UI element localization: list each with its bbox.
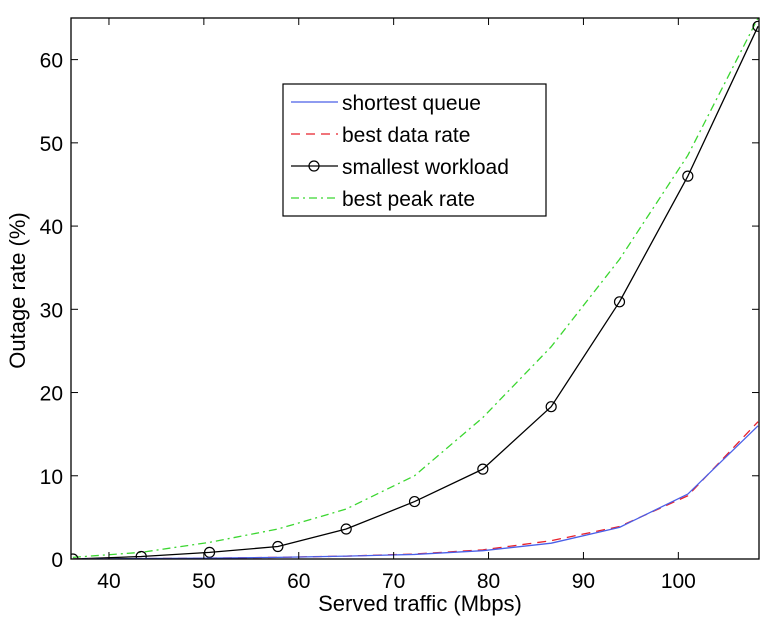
data-point — [408, 495, 421, 508]
data-point — [272, 540, 284, 553]
y-tick-label: 50 — [40, 133, 63, 156]
series-line — [72, 425, 759, 559]
legend-label: smallest workload — [342, 156, 509, 179]
legend: shortest queue best data rate smallest wor… — [282, 83, 547, 217]
series-line — [72, 26, 759, 559]
plot-frame — [70, 17, 760, 560]
data-point — [203, 546, 216, 558]
data-point — [71, 553, 79, 559]
data-point — [752, 20, 759, 32]
y-tick-label: 30 — [40, 299, 63, 322]
data-point — [477, 463, 489, 475]
data-point — [682, 170, 694, 182]
legend-label: best peak rate — [342, 188, 475, 211]
series-shortest-queue — [72, 425, 759, 559]
x-tick-label: 90 — [572, 570, 595, 593]
legend-item: smallest workload — [291, 156, 509, 179]
x-axis-title: Served traffic (Mbps) — [318, 591, 522, 616]
legend-item: best peak rate — [291, 188, 475, 211]
series-smallest-workload — [71, 20, 759, 559]
series-line — [72, 18, 759, 558]
y-tick-label: 40 — [40, 216, 63, 239]
x-tick-label: 50 — [192, 570, 215, 593]
series-line — [72, 421, 759, 559]
y-tick-label: 10 — [40, 466, 63, 489]
y-tick-label: 0 — [51, 549, 63, 572]
x-tick-label: 100 — [661, 570, 696, 593]
x-tick-label: 70 — [382, 570, 405, 593]
y-axis-title: Outage rate (%) — [5, 212, 30, 369]
x-tick-label: 40 — [97, 570, 120, 593]
y-tick-label: 20 — [40, 383, 63, 406]
series-best-data-rate — [72, 421, 759, 559]
series-layer — [71, 18, 759, 559]
legend-label: shortest queue — [342, 92, 481, 115]
y-tick-label: 60 — [40, 50, 63, 73]
x-tick-label: 60 — [287, 570, 310, 593]
legend-box — [282, 83, 547, 217]
data-point — [340, 523, 352, 535]
legend-label: best data rate — [342, 124, 470, 147]
series-best-peak-rate — [72, 18, 759, 558]
axis-ticks: 40 50 60 70 80 90 100 0 10 20 30 40 50 60 — [40, 18, 759, 593]
data-point — [135, 550, 147, 559]
x-tick-label: 80 — [477, 570, 500, 593]
legend-item: shortest queue — [291, 92, 481, 115]
legend-marker — [308, 160, 320, 172]
legend-item: best data rate — [291, 124, 470, 147]
data-point — [613, 296, 626, 308]
data-point — [545, 401, 557, 413]
